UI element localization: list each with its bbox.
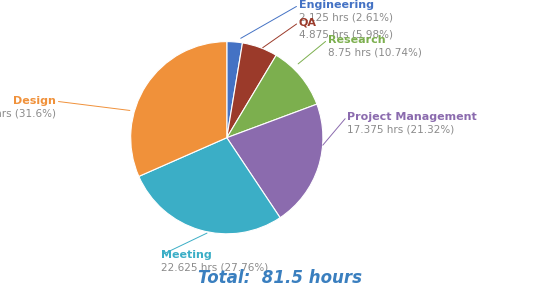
Wedge shape — [227, 55, 317, 138]
Wedge shape — [130, 42, 227, 176]
Text: Total:  81.5 hours: Total: 81.5 hours — [198, 269, 362, 287]
Text: QA: QA — [299, 17, 317, 27]
Text: Engineering: Engineering — [299, 0, 374, 10]
Text: 4.875 hrs (5.98%): 4.875 hrs (5.98%) — [299, 30, 393, 40]
Text: Research: Research — [328, 35, 385, 45]
Wedge shape — [227, 42, 242, 138]
Wedge shape — [139, 138, 280, 234]
Wedge shape — [227, 104, 323, 218]
Text: 22.625 hrs (27.76%): 22.625 hrs (27.76%) — [161, 263, 269, 272]
Text: 2.125 hrs (2.61%): 2.125 hrs (2.61%) — [299, 13, 393, 23]
Text: 25.75 hrs (31.6%): 25.75 hrs (31.6%) — [0, 109, 56, 119]
Text: Design: Design — [13, 96, 56, 106]
Wedge shape — [227, 43, 276, 138]
Text: Project Management: Project Management — [347, 112, 477, 122]
Text: 17.375 hrs (21.32%): 17.375 hrs (21.32%) — [347, 124, 454, 134]
Text: Meeting: Meeting — [161, 250, 212, 260]
Text: 8.75 hrs (10.74%): 8.75 hrs (10.74%) — [328, 47, 422, 57]
